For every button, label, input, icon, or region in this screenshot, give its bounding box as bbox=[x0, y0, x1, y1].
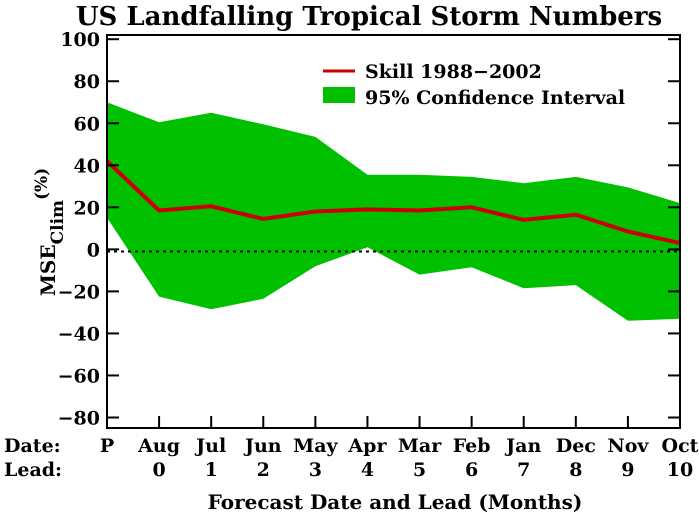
x-tick-label-date: Feb bbox=[453, 435, 491, 457]
x-tick-label-date: May bbox=[293, 435, 338, 457]
x-tick-label-date: Nov bbox=[607, 435, 649, 457]
x-tick-label-date: P bbox=[100, 435, 114, 457]
x-tick-label-lead: 6 bbox=[465, 459, 478, 481]
x-tick-label-date: Jun bbox=[243, 435, 282, 457]
y-tick-label: −80 bbox=[58, 407, 100, 429]
x-tick-label-lead: 0 bbox=[152, 459, 165, 481]
lead-row-label: Lead: bbox=[4, 459, 62, 481]
x-tick-label-date: Dec bbox=[556, 435, 596, 457]
date-row-label: Date: bbox=[4, 435, 61, 457]
legend-band-swatch bbox=[323, 87, 355, 103]
x-tick-label-date: Jan bbox=[504, 435, 541, 457]
x-tick-label-lead: 9 bbox=[621, 459, 634, 481]
y-axis-label-unit: (%) bbox=[32, 168, 52, 200]
y-axis: 100 80 60 40 20 0 −20 −40 −60 −80 bbox=[58, 29, 680, 429]
y-axis-label-sub: Clim bbox=[48, 200, 68, 244]
chart-title: US Landfalling Tropical Storm Numbers bbox=[76, 2, 662, 32]
y-tick-label: 80 bbox=[74, 71, 100, 93]
x-tick-label-lead: 3 bbox=[309, 459, 322, 481]
x-tick-label-lead: 1 bbox=[205, 459, 218, 481]
y-tick-label: −60 bbox=[58, 365, 100, 387]
plot-frame bbox=[106, 34, 681, 429]
y-tick-label: −20 bbox=[58, 281, 100, 303]
x-tick-label-date: Mar bbox=[398, 435, 442, 457]
legend: Skill 1988−2002 95% Confidence Interval bbox=[323, 61, 625, 109]
x-tick-label-date: Apr bbox=[347, 435, 387, 457]
y-tick-label: −40 bbox=[58, 323, 100, 345]
x-tick-label-lead: 2 bbox=[257, 459, 270, 481]
x-tick-label-date: Jul bbox=[194, 435, 226, 457]
x-tick-label-lead: 10 bbox=[667, 459, 693, 481]
y-tick-label: 60 bbox=[74, 113, 100, 135]
x-tick-label-lead: 5 bbox=[413, 459, 426, 481]
y-tick-label: 100 bbox=[60, 29, 100, 51]
y-tick-label: 40 bbox=[74, 155, 100, 177]
y-axis-label: MSEClim(%) bbox=[32, 168, 68, 297]
svg-text:MSEClim(%): MSEClim(%) bbox=[32, 168, 68, 297]
y-tick-label: 20 bbox=[74, 197, 100, 219]
x-tick-label-date: Aug bbox=[137, 435, 180, 457]
x-tick-label-lead: 8 bbox=[569, 459, 582, 481]
skill-line bbox=[105, 159, 681, 246]
x-tick-label-lead: 4 bbox=[361, 459, 374, 481]
legend-label-skill: Skill 1988−2002 bbox=[365, 61, 542, 83]
x-tick-label-lead: 7 bbox=[517, 459, 530, 481]
y-axis-label-main: MSE bbox=[36, 244, 60, 296]
x-axis-label: Forecast Date and Lead (Months) bbox=[208, 490, 583, 514]
legend-label-interval: 95% Confidence Interval bbox=[365, 87, 625, 109]
x-tick-label-date: Oct bbox=[662, 435, 699, 457]
skill-line-layer bbox=[105, 159, 681, 246]
y-tick-label: 0 bbox=[87, 239, 100, 261]
